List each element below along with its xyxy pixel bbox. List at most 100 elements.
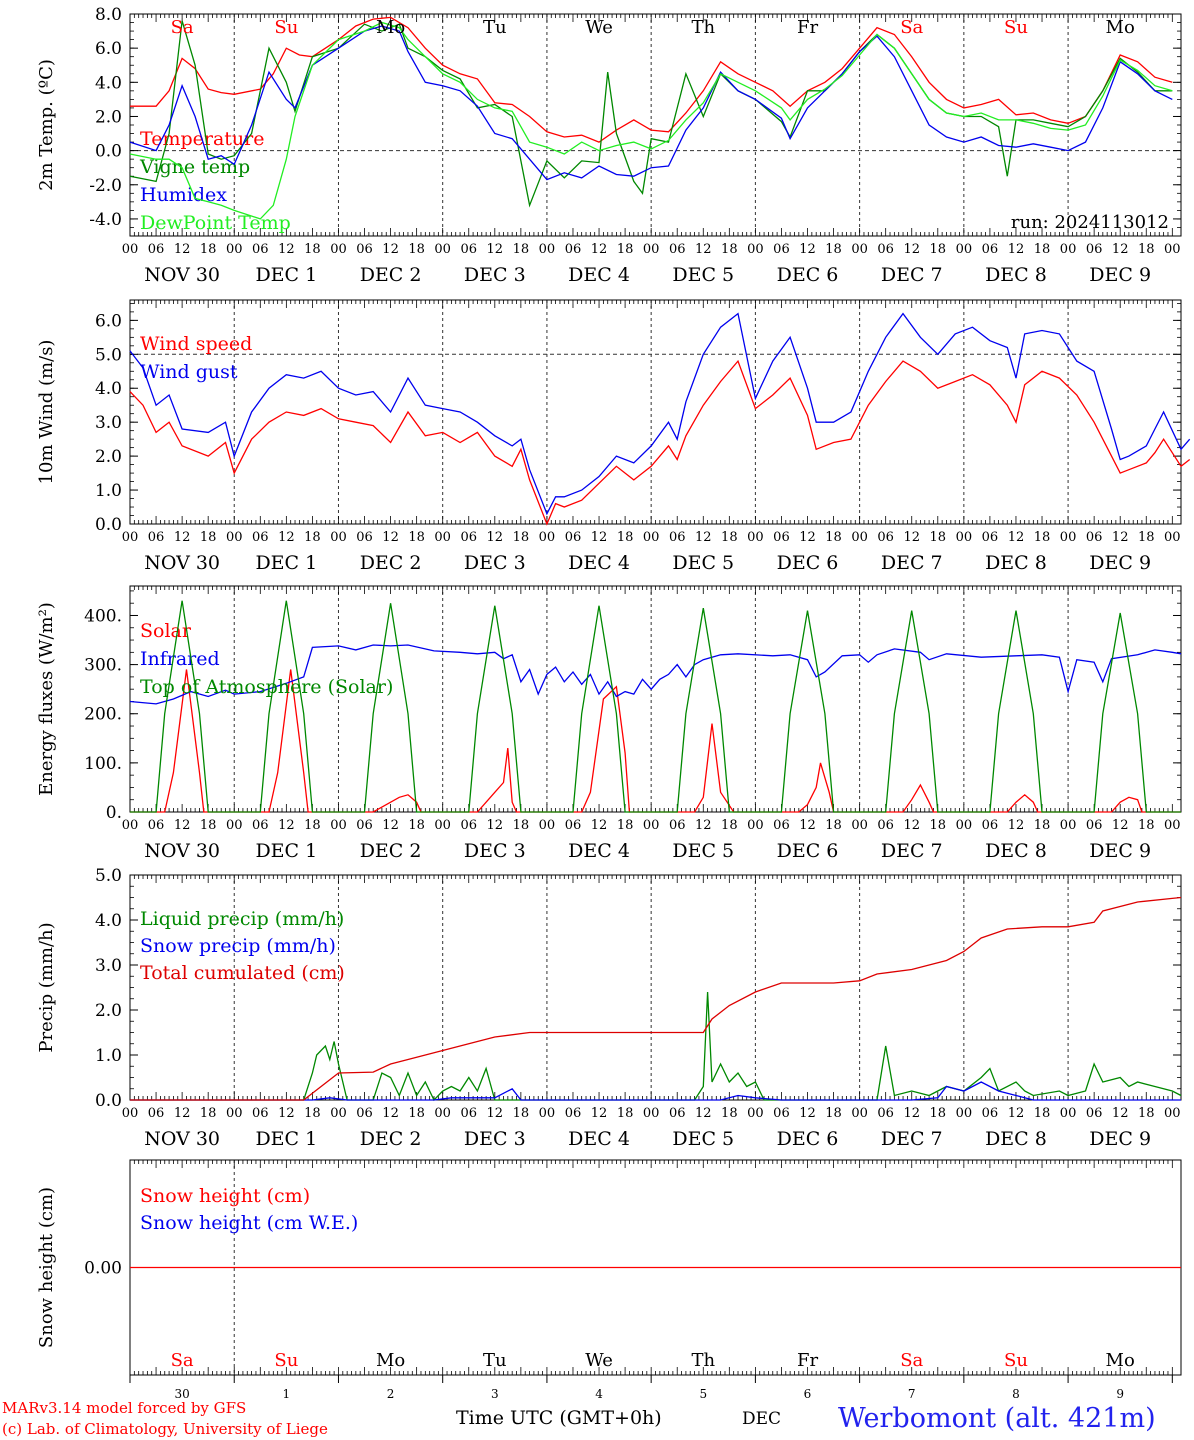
date-label: DEC 4 — [568, 840, 630, 862]
date-label: DEC 1 — [255, 840, 317, 862]
hour-tick-label: 12 — [799, 1106, 816, 1121]
hour-tick-label: 06 — [669, 530, 686, 545]
hour-tick-label: 12 — [382, 1106, 399, 1121]
hour-tick-label: 06 — [1086, 818, 1103, 833]
hour-tick-label: 12 — [903, 530, 920, 545]
hour-tick-label: 00 — [226, 1106, 243, 1121]
hour-tick-label: 12 — [1008, 530, 1025, 545]
day-number-label: 30 — [174, 1387, 189, 1401]
hour-tick-label: 00 — [330, 530, 347, 545]
hour-tick-label: 18 — [930, 1106, 947, 1121]
hour-tick-label: 06 — [565, 1106, 582, 1121]
legend-entry: Humidex — [140, 184, 227, 206]
hour-tick-label: 00 — [1164, 242, 1181, 257]
hour-tick-label: 06 — [877, 818, 894, 833]
y-axis-label: 10m Wind (m/s) — [36, 340, 57, 485]
legend-entry: Total cumulated (cm) — [140, 962, 345, 984]
y-tick-label: 6.0 — [95, 311, 122, 331]
hour-tick-label: 18 — [617, 242, 634, 257]
date-label: NOV 30 — [144, 840, 220, 862]
hour-tick-label: 06 — [356, 530, 373, 545]
hour-tick-label: 00 — [956, 530, 973, 545]
hour-tick-label: 12 — [487, 818, 504, 833]
hour-tick-label: 18 — [1138, 818, 1155, 833]
hour-tick-label: 00 — [330, 818, 347, 833]
hour-tick-label: 00 — [643, 818, 660, 833]
day-number-label: 2 — [387, 1387, 395, 1401]
hour-tick-label: 06 — [669, 242, 686, 257]
hour-tick-label: 00 — [226, 242, 243, 257]
hour-tick-label: 00 — [747, 818, 764, 833]
hour-tick-label: 12 — [487, 1106, 504, 1121]
weekday-label: Fr — [797, 1350, 818, 1371]
series-line-wind-gust — [129, 312, 1191, 516]
hour-tick-label: 06 — [877, 1106, 894, 1121]
legend-entry: Infrared — [140, 648, 220, 670]
hour-tick-label: 00 — [122, 818, 139, 833]
hour-tick-label: 00 — [747, 530, 764, 545]
y-tick-label: 2.0 — [95, 1001, 122, 1021]
y-tick-label: 300. — [84, 656, 122, 676]
hour-tick-label: 12 — [174, 530, 191, 545]
weekday-label: We — [585, 1350, 613, 1371]
hour-tick-label: 12 — [799, 242, 816, 257]
hour-tick-label: 06 — [982, 818, 999, 833]
series-line-liquid-precip-mm-h- — [130, 991, 1182, 1102]
series-line-infrared — [129, 644, 1182, 705]
series-line-vigne-temp — [129, 20, 1173, 208]
legend-entry: Solar — [140, 620, 192, 642]
hour-tick-label: 12 — [174, 818, 191, 833]
hour-tick-label: 06 — [773, 1106, 790, 1121]
hour-tick-label: 12 — [903, 242, 920, 257]
hour-tick-label: 12 — [903, 818, 920, 833]
hour-tick-label: 18 — [408, 530, 425, 545]
date-label: DEC 4 — [568, 1128, 630, 1150]
hour-tick-label: 00 — [851, 242, 868, 257]
date-label: DEC 7 — [881, 840, 943, 862]
date-label: DEC 6 — [777, 552, 839, 574]
date-label: DEC 7 — [881, 264, 943, 286]
date-label: DEC 6 — [777, 1128, 839, 1150]
hour-tick-label: 18 — [408, 242, 425, 257]
panel-5: 0.00 Snow height (cm) Snow height (cm) Snow… — [36, 1159, 1182, 1401]
legend-entry: Snow precip (mm/h) — [140, 935, 336, 957]
series-line-top-of-atmosphere-solar- — [130, 600, 1181, 813]
hour-tick-label: 06 — [148, 242, 165, 257]
hour-tick-label: 12 — [591, 1106, 608, 1121]
hour-tick-label: 12 — [1112, 530, 1129, 545]
hour-tick-label: 12 — [591, 530, 608, 545]
hour-tick-label: 06 — [356, 818, 373, 833]
hour-tick-label: 12 — [1008, 818, 1025, 833]
hour-tick-label: 06 — [982, 530, 999, 545]
hour-tick-label: 00 — [956, 1106, 973, 1121]
hour-tick-label: 00 — [747, 1106, 764, 1121]
hour-tick-label: 12 — [799, 530, 816, 545]
y-tick-label: 0.00 — [84, 1259, 122, 1279]
hour-tick-label: 06 — [1086, 242, 1103, 257]
hour-tick-label: 06 — [1086, 530, 1103, 545]
hour-tick-label: 00 — [956, 242, 973, 257]
hour-tick-label: 18 — [200, 1106, 217, 1121]
hour-tick-label: 06 — [460, 530, 477, 545]
date-label: DEC 9 — [1089, 552, 1151, 574]
hour-tick-label: 00 — [122, 1106, 139, 1121]
hour-tick-label: 12 — [695, 530, 712, 545]
hour-tick-label: 12 — [382, 818, 399, 833]
hour-tick-label: 00 — [539, 242, 556, 257]
panel-4: 0.0 1.0 2.0 3.0 4.0 5.0 Precip (mm/h) Liquid pr… — [36, 866, 1182, 1150]
hour-tick-label: 06 — [773, 818, 790, 833]
series-line-total-cumulated-cm- — [130, 896, 1182, 1101]
hour-tick-label: 00 — [1060, 818, 1077, 833]
series-line-solar — [130, 669, 1181, 813]
run-label: run: 2024113012 — [1011, 212, 1169, 233]
date-label: DEC 5 — [672, 840, 734, 862]
y-tick-label: 2.0 — [95, 447, 122, 467]
hour-tick-label: 06 — [773, 530, 790, 545]
date-label: DEC 2 — [360, 840, 422, 862]
hour-tick-label: 12 — [278, 530, 295, 545]
hour-tick-label: 12 — [278, 1106, 295, 1121]
legend-entry: Top of Atmosphere (Solar) — [140, 676, 393, 698]
hour-tick-label: 18 — [930, 242, 947, 257]
date-label: DEC 2 — [360, 264, 422, 286]
